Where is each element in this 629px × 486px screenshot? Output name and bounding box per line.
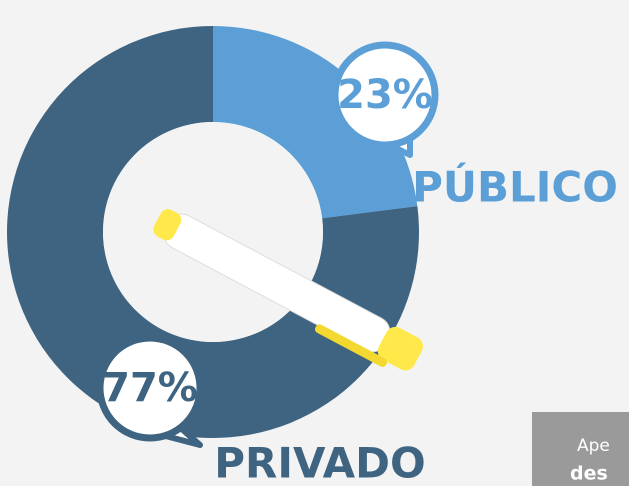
donut-segment bbox=[6, 25, 420, 438]
side-box bbox=[532, 412, 629, 486]
category-label: PÚBLICO bbox=[412, 162, 618, 212]
bubble bbox=[331, 41, 439, 149]
value-label: 23% bbox=[337, 72, 433, 118]
value-label: 77% bbox=[102, 365, 198, 411]
bubble bbox=[96, 334, 204, 442]
pen-end bbox=[153, 209, 182, 241]
category-label: PRIVADO bbox=[214, 439, 425, 486]
donut-segment bbox=[213, 26, 418, 219]
pen bbox=[153, 209, 423, 371]
side-box-line: Ape bbox=[577, 436, 610, 456]
pen-cap bbox=[377, 326, 423, 371]
pen-clip bbox=[314, 324, 388, 368]
side-box-line: des bbox=[570, 463, 608, 485]
